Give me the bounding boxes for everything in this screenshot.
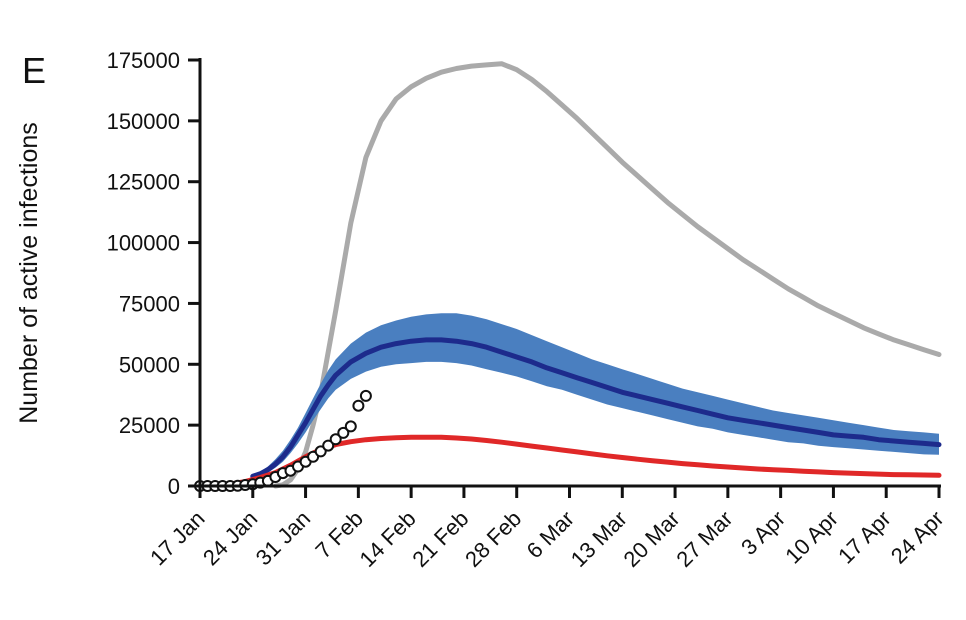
observed-data-point <box>352 399 365 412</box>
x-tick-label: 14 Feb <box>355 506 421 572</box>
x-tick-label: 21 Feb <box>407 506 473 572</box>
x-tick-label: 28 Feb <box>460 506 526 572</box>
x-tick-label: 17 Jan <box>145 506 209 570</box>
plot-area <box>194 61 942 492</box>
navy-series-line <box>250 337 942 479</box>
y-tick-label: 0 <box>168 474 180 499</box>
y-tick-label: 100000 <box>107 231 180 256</box>
y-axis-title: Number of active infections <box>15 122 43 424</box>
observed-data-point <box>322 439 335 452</box>
y-tick-label: 75000 <box>119 291 180 316</box>
observed-data-point <box>337 426 350 439</box>
uncertainty-band <box>252 313 940 478</box>
y-tick-label: 150000 <box>107 109 180 134</box>
x-tick-label: 17 Apr <box>833 506 896 569</box>
x-tick-label: 24 Jan <box>198 506 262 570</box>
gray-series-line <box>272 61 942 489</box>
panel-label: E <box>22 50 46 91</box>
x-tick-label: 20 Mar <box>619 506 685 572</box>
observed-data-point <box>359 389 372 402</box>
y-tick-label: 175000 <box>107 48 180 73</box>
x-tick-label: 27 Mar <box>671 506 737 572</box>
x-tick-label: 13 Mar <box>566 506 632 572</box>
x-tick-label: 31 Jan <box>251 506 315 570</box>
y-tick-label: 25000 <box>119 413 180 438</box>
y-tick-label: 125000 <box>107 170 180 195</box>
observed-data-point <box>344 420 357 433</box>
y-tick-label: 50000 <box>119 352 180 377</box>
x-tick-label: 24 Apr <box>886 506 949 569</box>
observed-data-point <box>329 433 342 446</box>
x-tick-label: 10 Apr <box>780 506 843 569</box>
